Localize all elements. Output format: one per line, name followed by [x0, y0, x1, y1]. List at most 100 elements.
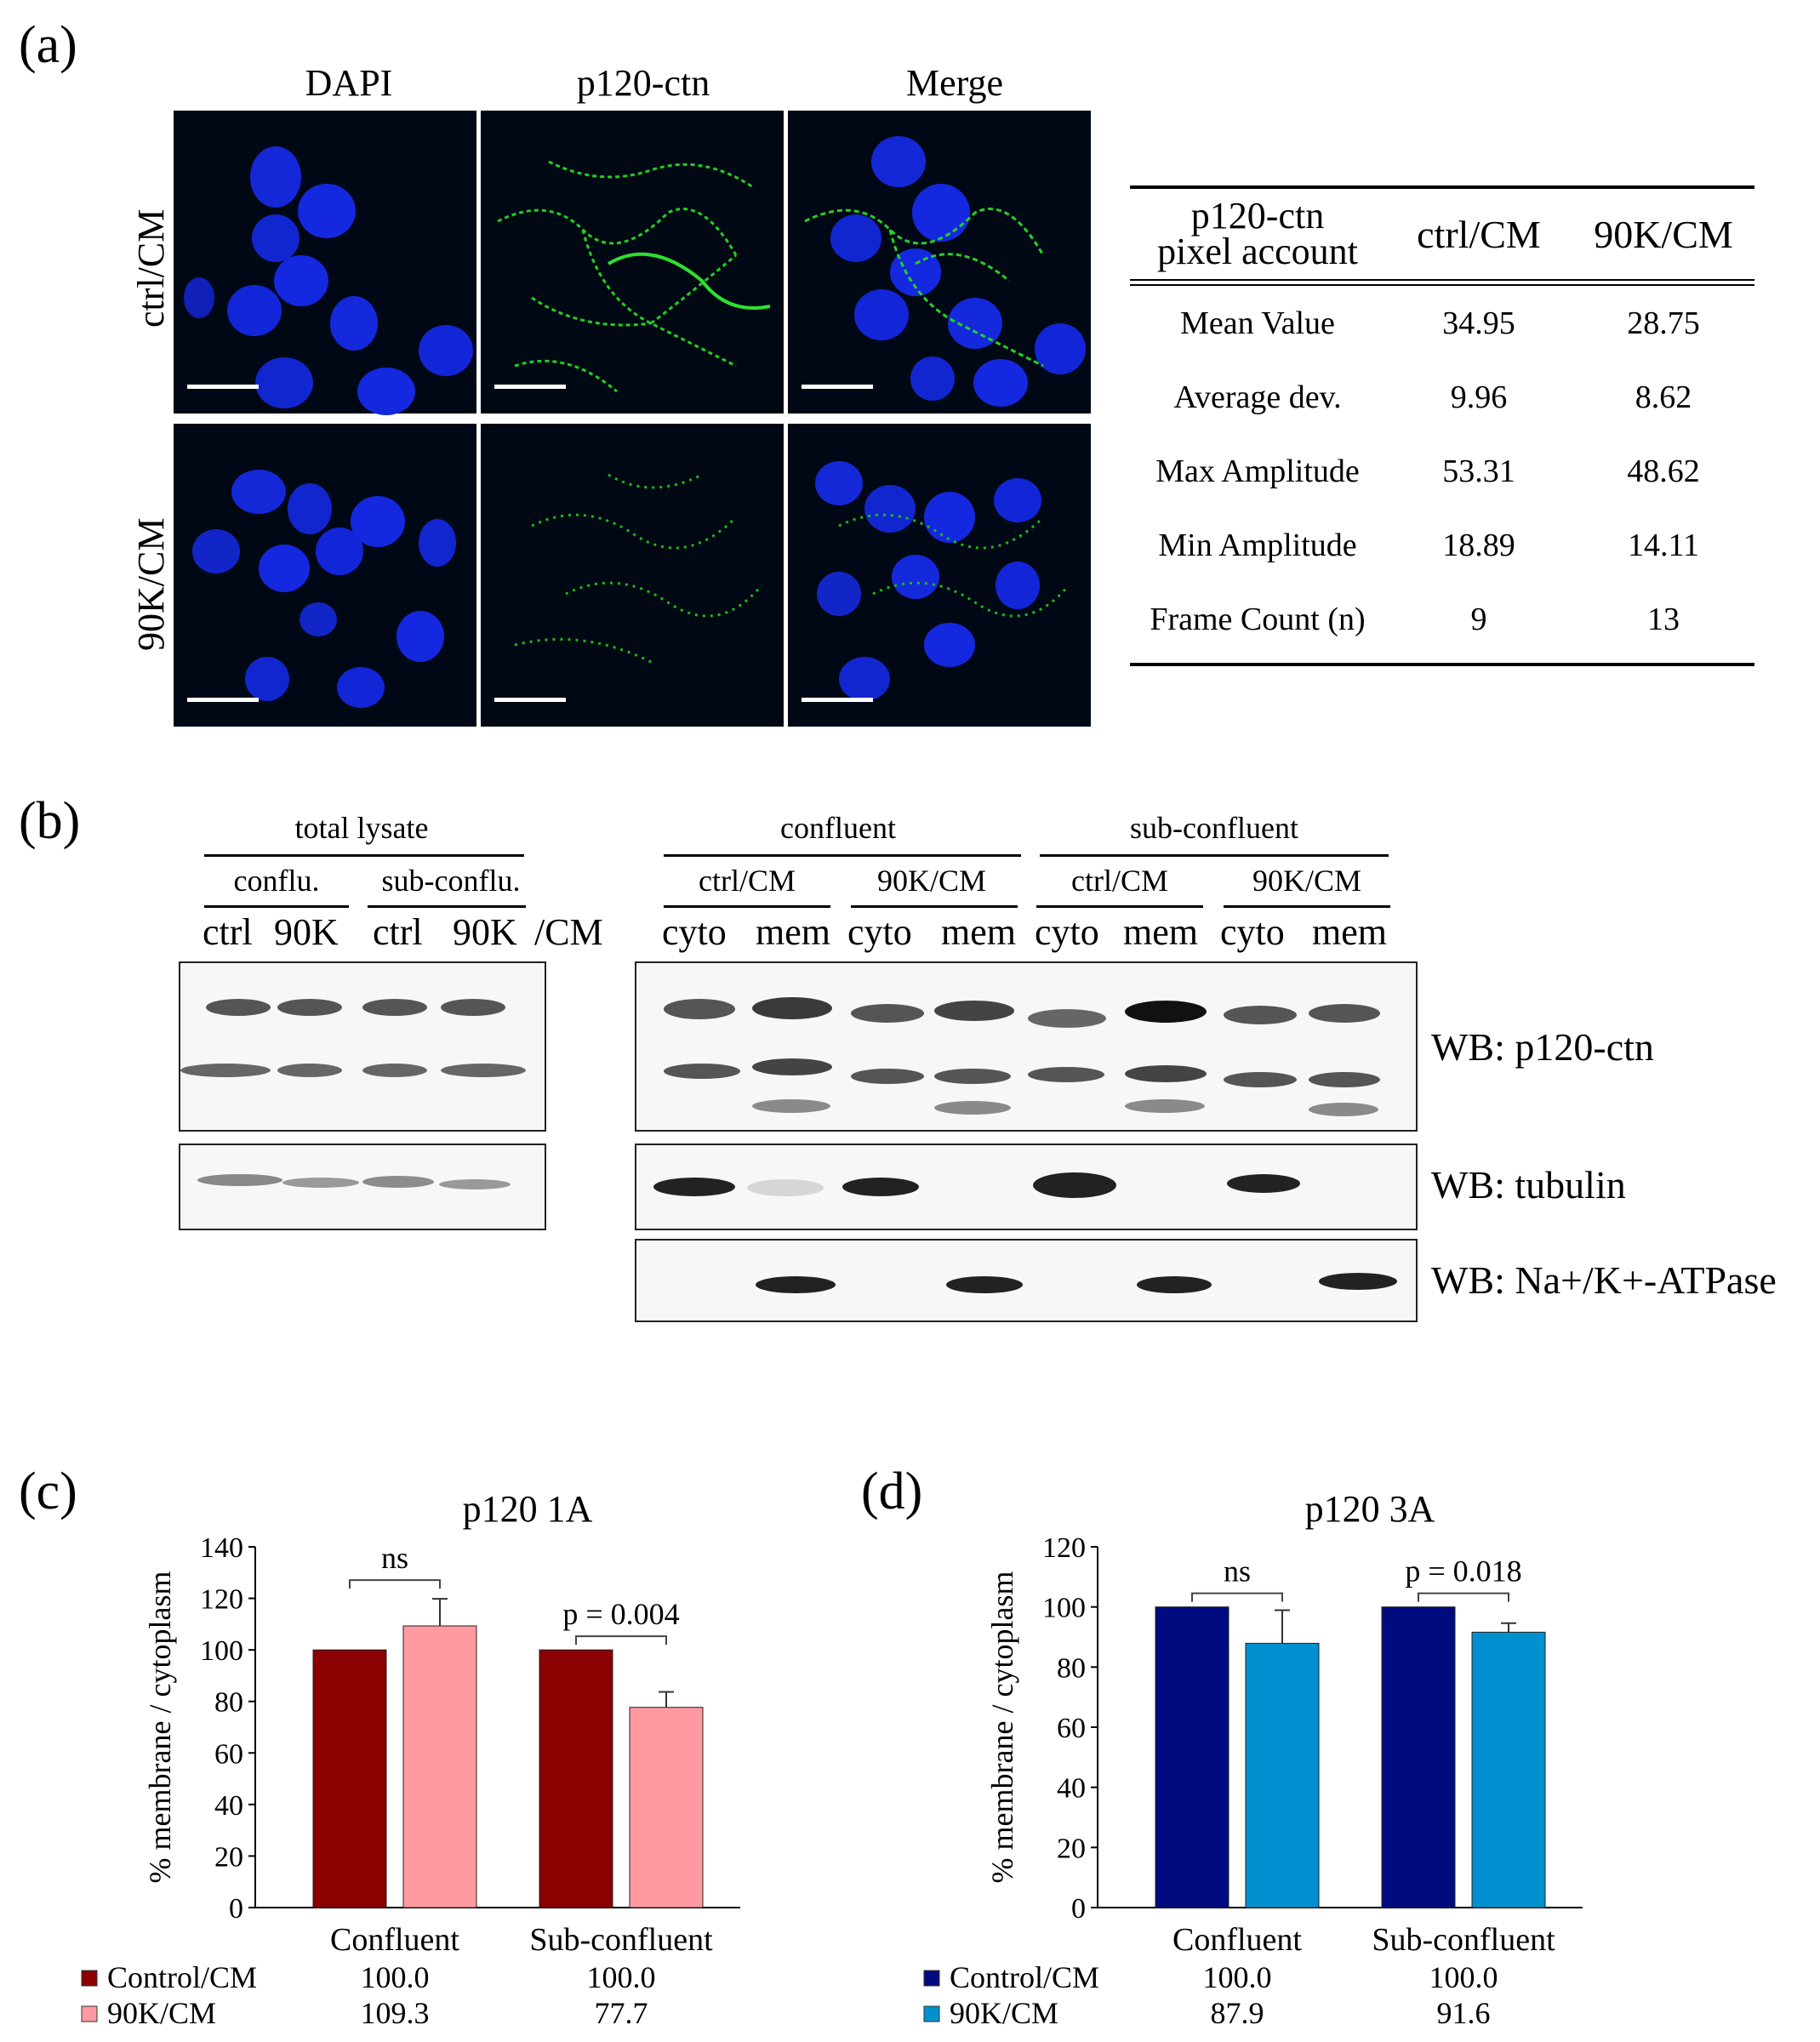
y-tick-label: 0: [1071, 1893, 1086, 1925]
table-cell-ctrl: 9: [1470, 601, 1487, 637]
panel-ctrl-merge: [788, 111, 1091, 414]
y-tick-label: 100: [1042, 1593, 1086, 1624]
legend-label: Control/CM: [107, 1960, 257, 1994]
y-tick-label: 0: [229, 1893, 243, 1925]
underline-sub: [1036, 905, 1203, 908]
panel-c-label: (c): [19, 1463, 77, 1520]
lane-label: 90K: [274, 911, 339, 953]
bar-0-0: [1155, 1606, 1229, 1908]
panel-ctrl-p120: [481, 111, 784, 414]
bar-chart-p120-3a: p120 3A % membrane / cytoplasm 0 20 40 60 80 10…: [923, 1488, 1583, 2030]
row-header-ctrl: ctrl/CM: [130, 208, 172, 328]
underline-conflu: [204, 905, 349, 908]
data-value-label: 100.0: [361, 1960, 430, 1994]
significance-label: p = 0.004: [562, 1597, 679, 1631]
column-header-p120: p120-ctn: [576, 62, 710, 104]
wb-label-atpase: WB: Na+/K+-ATPase: [1431, 1258, 1777, 1302]
panel-b-label: (b): [19, 792, 81, 850]
lane-label-3: mem: [941, 911, 1016, 953]
panel-d-label: (d): [861, 1463, 923, 1520]
table-cell-ctrl: 18.89: [1442, 527, 1515, 563]
table-cell-90k: 28.75: [1627, 305, 1700, 341]
chart-title: p120 3A: [1305, 1488, 1435, 1530]
table-row: Mean Value 34.95 28.75: [1130, 286, 1754, 360]
significance-bracket: [575, 1635, 667, 1646]
header-sub-confluent: sub-confluent: [1130, 811, 1298, 845]
blot-fraction-tubulin: [635, 1144, 1418, 1230]
lane-label-4: cyto: [1035, 911, 1099, 953]
significance-label: ns: [381, 1541, 408, 1575]
y-tick-label: 60: [214, 1738, 243, 1770]
y-tick-label: 120: [200, 1584, 243, 1616]
panel-90k-merge: [788, 424, 1091, 727]
table-row: Average dev. 9.96 8.62: [1130, 360, 1754, 434]
header-sub-ctrl-2: ctrl/CM: [1071, 864, 1168, 898]
legend-swatch: [923, 2005, 940, 2022]
lane-label: 90K: [453, 911, 517, 953]
y-tick-label: 60: [1057, 1713, 1086, 1744]
y-tick-label: 140: [200, 1532, 243, 1564]
blot-fraction-p120: [635, 961, 1418, 1132]
underline-sub-confluent: [1040, 854, 1389, 857]
data-value-label: 100.0: [587, 1960, 656, 1994]
data-value-label: 77.7: [595, 1996, 648, 2030]
pixel-stats-table: p120-ctn pixel account ctrl/CM 90K/CM Me…: [1130, 185, 1754, 666]
lane-label-0: cyto: [662, 911, 727, 953]
y-tick-label: 80: [1057, 1652, 1086, 1684]
y-tick-label: 20: [214, 1841, 243, 1873]
panel-90k-dapi: [174, 424, 476, 727]
bar-0-1: [1381, 1606, 1456, 1908]
table-cell-90k: 48.62: [1627, 453, 1700, 489]
lane-label-5: mem: [1123, 911, 1198, 953]
panel-ctrl-dapi: [174, 111, 476, 415]
data-value-label: 109.3: [361, 1996, 430, 2030]
legend-swatch: [81, 2005, 98, 2022]
y-tick-label: 40: [214, 1790, 243, 1822]
underline-sub-conflu: [368, 905, 526, 908]
header-conflu: conflu.: [233, 864, 320, 898]
bar-chart-p120-1a: p120 1A % membrane / cytoplasm 0 20 40 60 80 10…: [81, 1488, 740, 2030]
bar-1-0: [402, 1625, 477, 1908]
bar-1-1: [1471, 1631, 1546, 1908]
y-tick-label: 80: [214, 1687, 243, 1719]
header-confluent: confluent: [780, 811, 896, 845]
micrograph-grid: [174, 111, 1091, 727]
significance-bracket: [1418, 1592, 1509, 1602]
category-label: Confluent: [1172, 1922, 1302, 1958]
table-body: Mean Value 34.95 28.75 Average dev. 9.96 8.62…: [1130, 286, 1754, 656]
row-header-90k: 90K/CM: [130, 517, 172, 651]
y-tick-label: 120: [1042, 1532, 1086, 1564]
y-axis-label: % membrane / cytoplasm: [985, 1571, 1019, 1884]
table-cell-metric: Average dev.: [1173, 379, 1342, 415]
lane-label: ctrl: [373, 911, 423, 953]
data-value-label: 91.6: [1437, 1996, 1491, 2030]
data-value-label: 87.9: [1211, 1996, 1264, 2030]
significance-bracket: [1191, 1592, 1283, 1602]
bar-1-0: [1245, 1642, 1320, 1908]
significance-label: p = 0.018: [1405, 1554, 1521, 1589]
table-cell-ctrl: 53.31: [1442, 453, 1515, 489]
table-row: Min Amplitude 18.89 14.11: [1130, 508, 1754, 582]
table-cell-ctrl: 34.95: [1442, 305, 1515, 341]
legend-swatch: [923, 1970, 940, 1987]
column-header-dapi: DAPI: [305, 62, 393, 104]
category-label: Sub-confluent: [529, 1922, 713, 1958]
data-value-label: 100.0: [1429, 1960, 1498, 1994]
micrograph-svg: [174, 111, 1091, 727]
chart-title: p120 1A: [463, 1488, 593, 1530]
lane-label-7: mem: [1312, 911, 1387, 953]
table-cell-metric: Min Amplitude: [1158, 527, 1357, 563]
table-cell-metric: Frame Count (n): [1150, 601, 1366, 637]
legend-label: Control/CM: [950, 1960, 1099, 1994]
lane-label-1: mem: [756, 911, 830, 953]
wb-label-p120: WB: p120-ctn: [1431, 1025, 1654, 1069]
category-label: Confluent: [330, 1922, 459, 1958]
lane-label-2: cyto: [847, 911, 912, 953]
legend-swatch: [81, 1970, 98, 1987]
underline-total-lysate: [204, 854, 524, 857]
table-cell-metric: Mean Value: [1180, 305, 1335, 341]
header-sub-conflu: sub-conflu.: [381, 864, 521, 898]
y-tick-label: 20: [1057, 1833, 1086, 1864]
underline-confluent: [664, 854, 1021, 857]
underline-sub: [664, 905, 830, 908]
